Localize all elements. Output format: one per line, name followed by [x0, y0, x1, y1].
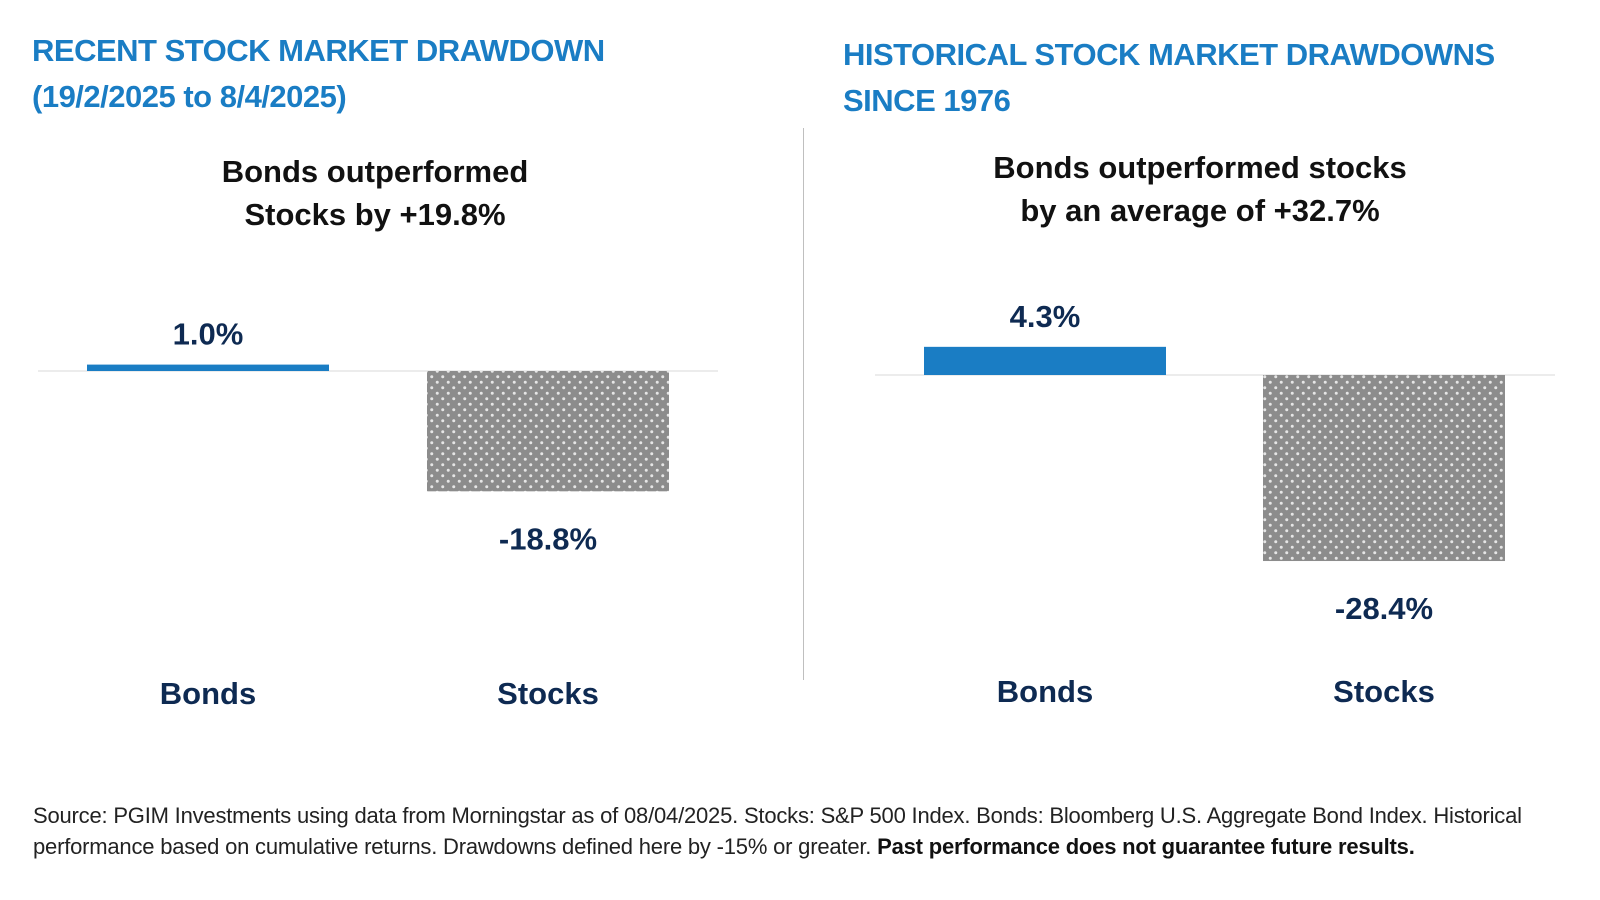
value-label-bonds: 1.0%	[173, 317, 244, 352]
category-label-bonds: Bonds	[997, 674, 1093, 709]
bar-stocks	[1263, 375, 1505, 561]
value-label-stocks: -28.4%	[1335, 591, 1433, 626]
right-bar-chart: 4.3% Bonds -28.4% Stocks	[800, 0, 1600, 760]
value-label-bonds: 4.3%	[1010, 299, 1081, 334]
category-label-stocks: Stocks	[1333, 674, 1435, 709]
category-label-stocks: Stocks	[497, 676, 599, 711]
bar-stocks	[427, 371, 669, 491]
bar-bonds	[87, 365, 329, 371]
value-label-stocks: -18.8%	[499, 521, 597, 556]
disclaimer-text: Past performance does not guarantee futu…	[877, 834, 1415, 859]
bar-bonds	[924, 347, 1166, 375]
category-label-bonds: Bonds	[160, 676, 256, 711]
source-note: Source: PGIM Investments using data from…	[33, 800, 1578, 862]
left-bar-chart: 1.0% Bonds -18.8% Stocks	[0, 0, 800, 760]
